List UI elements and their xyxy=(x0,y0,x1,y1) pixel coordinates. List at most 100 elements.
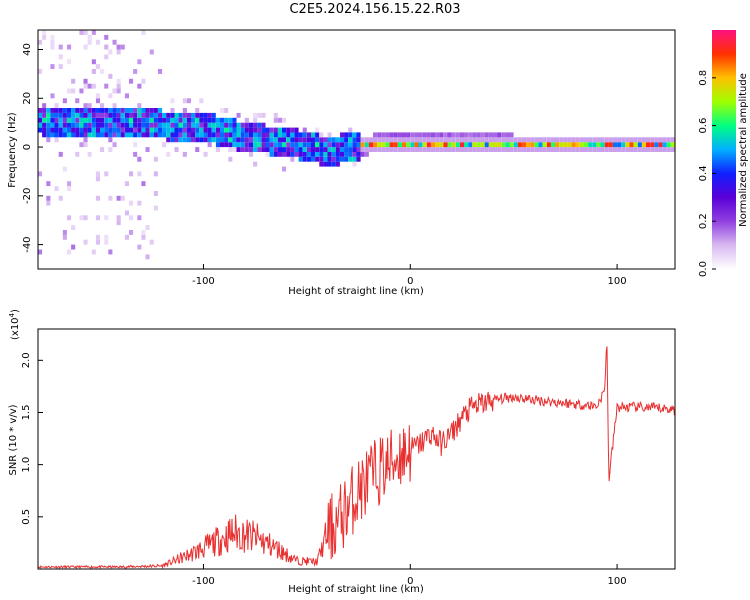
spectrogram-cell xyxy=(435,147,440,152)
spectrogram-cell xyxy=(331,156,336,162)
spectrogram-cell xyxy=(67,44,72,50)
spectrogram-cell xyxy=(170,132,175,138)
spectrogram-cell xyxy=(282,117,287,123)
spectrogram-cell xyxy=(199,132,204,138)
spectrogram-cell xyxy=(464,132,469,138)
spectrogram-cell xyxy=(509,142,514,148)
spectrogram-cell xyxy=(166,122,171,128)
spectrogram-cell xyxy=(273,151,278,157)
spectrogram-cell xyxy=(129,117,134,123)
spectrogram-cell xyxy=(311,156,316,162)
spectrogram-cell xyxy=(340,137,345,143)
spectrogram-cell xyxy=(282,147,287,152)
spectrogram-cell xyxy=(348,137,353,143)
spectrogram-cell xyxy=(220,122,225,128)
spectrogram-cell xyxy=(186,112,191,118)
colorbar-ticks: 0.0 0.2 0.4 0.6 0.8 xyxy=(698,70,716,277)
spectrogram-cell xyxy=(451,147,456,152)
spectrogram-cell xyxy=(592,137,597,143)
spectrogram-cell xyxy=(348,147,353,152)
spectrogram-cell xyxy=(344,156,349,162)
spectrogram-cell xyxy=(79,112,84,118)
spectrogram-cell xyxy=(311,151,316,157)
spectrogram-cell xyxy=(162,112,167,118)
spectrogram-cell xyxy=(505,132,510,138)
spectrogram-cell xyxy=(348,151,353,157)
spectrogram-cell xyxy=(253,122,258,128)
spectrogram-cell xyxy=(116,117,121,123)
spectrogram-cell xyxy=(563,142,568,148)
spectrogram-cell xyxy=(42,117,47,123)
spectrogram-cell xyxy=(79,117,84,123)
spectrogram-cell xyxy=(344,147,349,152)
spectrogram-cell xyxy=(129,215,134,221)
spectrogram-cell xyxy=(62,166,67,172)
spectrogram-cell xyxy=(505,137,510,143)
spectrogram-x-label: Height of straight line (km) xyxy=(288,286,424,297)
spectrogram-cell xyxy=(294,127,299,133)
spectrogram-cell xyxy=(360,137,365,143)
snr-y-tick-label: 1.0 xyxy=(21,457,32,473)
spectrogram-cell xyxy=(137,215,142,221)
spectrogram-cell xyxy=(129,122,134,128)
spectrogram-cell xyxy=(137,122,142,128)
spectrogram-cell xyxy=(133,117,138,123)
spectrogram-cell xyxy=(50,122,55,128)
spectrogram-cell xyxy=(87,112,92,118)
spectrogram-cell xyxy=(476,137,481,143)
spectrogram-cell xyxy=(58,127,63,133)
spectrogram-cell xyxy=(484,147,489,152)
spectrogram-cell xyxy=(277,142,282,148)
spectrogram-cell xyxy=(71,78,76,84)
spectrogram-cell xyxy=(162,127,167,133)
spectrogram-cell xyxy=(112,132,117,138)
spectrogram-cell xyxy=(182,137,187,143)
spectrogram-cell xyxy=(381,132,386,138)
spectrogram-cell xyxy=(104,215,109,221)
spectrogram-cell xyxy=(46,112,51,118)
spectrogram-cell xyxy=(455,137,460,143)
spectrogram-cell xyxy=(249,127,254,133)
spectrogram-cell xyxy=(182,112,187,118)
spectrogram-cell xyxy=(170,112,175,118)
spectrogram-cell xyxy=(439,132,444,138)
spectrogram-cell xyxy=(418,142,423,148)
spectrogram-cell xyxy=(393,137,398,143)
spectrogram-cell xyxy=(120,127,125,133)
spectrogram-cell xyxy=(195,117,200,123)
spectrogram-cell xyxy=(476,147,481,152)
spectrogram-cell xyxy=(294,137,299,143)
spectrogram-cell xyxy=(641,142,646,148)
spectrogram-cell xyxy=(393,142,398,148)
spectrogram-cell xyxy=(199,127,204,133)
spectrogram-cell xyxy=(315,137,320,143)
spectrogram-cell xyxy=(625,142,630,148)
spectrogram-cell xyxy=(298,142,303,148)
spectrogram-cell xyxy=(447,142,452,148)
spectrogram-cell xyxy=(397,132,402,138)
spectrogram-cell xyxy=(559,147,564,152)
spectrogram-cell xyxy=(323,161,328,167)
snr-y-label: SNR (10 * v/v) xyxy=(8,404,19,475)
spectrogram-cell xyxy=(493,132,498,138)
spectrogram-cell xyxy=(360,151,365,157)
spectrogram-cell xyxy=(559,142,564,148)
spectrogram-cell xyxy=(50,108,55,113)
spectrogram-cell xyxy=(567,137,572,143)
spectrogram-cell xyxy=(95,234,100,240)
spectrogram-cell xyxy=(265,142,270,148)
spectrogram-cell xyxy=(257,132,262,138)
spectrogram-cell xyxy=(319,156,324,162)
spectrogram-cell xyxy=(54,108,59,113)
spectrogram-cell xyxy=(83,44,88,50)
spectrogram-cell xyxy=(315,142,320,148)
spectrogram-cell xyxy=(637,142,642,148)
spectrogram-cell xyxy=(170,122,175,128)
spectrogram-cell xyxy=(604,147,609,152)
spectrogram-cell xyxy=(120,122,125,128)
spectrogram-cell xyxy=(327,142,332,148)
spectrogram-cell xyxy=(613,147,618,152)
spectrogram-cell xyxy=(269,132,274,138)
spectrogram-cell xyxy=(129,78,134,84)
spectrogram-cell xyxy=(104,127,109,133)
